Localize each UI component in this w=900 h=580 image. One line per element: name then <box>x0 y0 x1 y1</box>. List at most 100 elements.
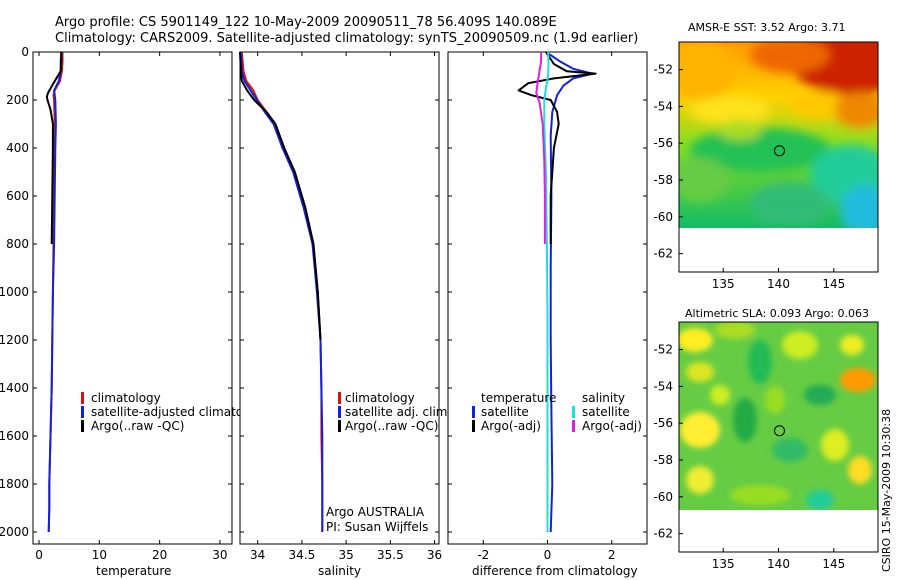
map-y-tick-label: -54 <box>653 379 673 393</box>
difference-legend: temperature satellite Argo(-adj) salinit… <box>472 391 642 433</box>
sla-float-marker <box>773 425 785 437</box>
header-line1: Argo profile: CS 5901149_122 10-May-2009… <box>55 15 557 30</box>
y-tick-label: 2000 <box>0 525 29 539</box>
salinity-xlabel: salinity <box>318 564 361 578</box>
sst-map-ticks: 135 140 145 -52 -54 -56 -58 -60 -62 <box>653 63 845 291</box>
legend-label-climatology: climatology <box>345 391 415 405</box>
pi-label: PI: Susan Wijffels <box>326 520 428 534</box>
map-y-tick-label: -60 <box>653 210 673 224</box>
map-x-tick-label: 145 <box>822 277 845 291</box>
legend-swatch-temp-argo <box>472 420 475 432</box>
salinity-legend: climatology satellite adj. clim. Argo(..… <box>338 391 451 433</box>
x-tick-label: 20 <box>152 548 167 562</box>
float-owner-label: Argo AUSTRALIA <box>326 505 425 519</box>
temperature-y-ticks: 0 200 400 600 800 1000 1200 1400 1600 1800 2000 <box>0 45 232 539</box>
salinity-panel: 34 34.5 35 35.5 36 salinity climatology sate… <box>239 51 451 578</box>
map-y-tick-label: -52 <box>653 343 673 357</box>
series-line-satellite-adj-clim- <box>239 51 324 532</box>
legend-swatch-climatology <box>338 392 341 404</box>
series-line-satellite-adjusted-climatology <box>47 51 63 533</box>
x-tick-label: 35.5 <box>377 548 404 562</box>
legend-label-temp-satellite: satellite <box>481 405 529 419</box>
y-tick-label: 1200 <box>0 333 29 347</box>
legend-swatch-satellite-adjusted <box>81 406 84 418</box>
difference-panel: -2 0 2 difference from climatology tempera… <box>447 51 648 578</box>
legend-swatch-temp-satellite <box>472 406 475 418</box>
x-tick-label: 34.5 <box>289 548 316 562</box>
map-x-tick-label: 145 <box>822 557 845 571</box>
legend-label-sal-argo: Argo(-adj) <box>582 419 642 433</box>
legend-swatch-sal-argo <box>572 420 575 432</box>
difference-lines <box>517 51 597 533</box>
legend-label-satellite-adjusted: satellite-adjusted climatology <box>91 405 269 419</box>
x-tick-label: 35 <box>338 548 353 562</box>
salinity-x-ticks: 34 34.5 35 35.5 36 <box>240 51 442 562</box>
y-tick-label: 1400 <box>0 381 29 395</box>
y-tick-label: 600 <box>6 189 29 203</box>
sla-map-title: Altimetric SLA: 0.093 Argo: 0.063 <box>685 307 869 320</box>
header-line2: Climatology: CARS2009. Satellite-adjuste… <box>55 31 638 46</box>
map-x-tick-label: 140 <box>767 557 790 571</box>
map-y-tick-label: -56 <box>653 136 673 150</box>
y-tick-label: 400 <box>6 141 29 155</box>
sst-map-panel: AMSR-E SST: 3.52 Argo: 3.71 135 140 145 -52… <box>653 21 879 291</box>
map-y-tick-label: -56 <box>653 416 673 430</box>
timestamp-label: CSIRO 15-May-2009 10:30:38 <box>880 409 893 572</box>
map-y-tick-label: -62 <box>653 527 673 541</box>
map-x-tick-label: 135 <box>712 557 735 571</box>
legend-label-temp-argo: Argo(-adj) <box>481 419 541 433</box>
temperature-axes <box>32 51 233 545</box>
x-tick-label: 30 <box>212 548 227 562</box>
y-tick-label: 0 <box>21 45 29 59</box>
x-tick-label: 0 <box>544 548 552 562</box>
map-x-tick-label: 135 <box>712 277 735 291</box>
y-tick-label: 800 <box>6 237 29 251</box>
temperature-lines <box>45 51 64 533</box>
legend-label-sal-satellite: satellite <box>582 405 630 419</box>
temperature-x-ticks: 0 10 20 30 <box>35 52 228 562</box>
map-y-tick-label: -62 <box>653 247 673 261</box>
legend-title-temperature: temperature <box>481 391 556 405</box>
map-y-tick-label: -58 <box>653 453 673 467</box>
map-x-tick-label: 140 <box>767 277 790 291</box>
map-y-tick-label: -58 <box>653 173 673 187</box>
legend-label-climatology: climatology <box>91 391 161 405</box>
legend-swatch-argo <box>338 420 341 432</box>
x-tick-label: 36 <box>427 548 442 562</box>
y-tick-label: 200 <box>6 93 29 107</box>
temperature-xlabel: temperature <box>96 564 171 578</box>
series-line-salinity-argo-adj- <box>535 52 546 244</box>
y-tick-label: 1600 <box>0 429 29 443</box>
y-tick-label: 1800 <box>0 477 29 491</box>
salinity-lines <box>239 51 324 532</box>
legend-label-argo: Argo(..raw -QC) <box>91 419 184 433</box>
sst-float-marker <box>773 145 785 157</box>
difference-xlabel: difference from climatology <box>472 564 638 578</box>
legend-label-argo: Argo(..raw -QC) <box>345 419 438 433</box>
series-line-temperature-argo-adj- <box>517 51 597 244</box>
legend-swatch-satellite <box>338 406 341 418</box>
x-tick-label: 0 <box>35 548 43 562</box>
legend-swatch-climatology <box>81 392 84 404</box>
sla-heatmap <box>679 322 878 510</box>
sla-map-panel: Altimetric SLA: 0.093 Argo: 0.063 <box>653 307 879 571</box>
map-y-tick-label: -60 <box>653 490 673 504</box>
temperature-panel: 0 200 400 600 800 1000 1200 1400 1600 1800 2000 0 1… <box>0 45 269 578</box>
sst-heatmap <box>679 42 878 228</box>
temperature-legend: climatology satellite-adjusted climatolo… <box>81 391 269 433</box>
legend-title-salinity: salinity <box>582 391 625 405</box>
legend-swatch-sal-satellite <box>572 406 575 418</box>
map-y-tick-label: -52 <box>653 63 673 77</box>
series-line-argo-raw-qc- <box>45 52 63 245</box>
y-tick-label: 1000 <box>0 285 29 299</box>
series-line-argo-raw-qc- <box>239 51 322 341</box>
series-line-temperature-satellite <box>545 51 594 533</box>
sst-map-title: AMSR-E SST: 3.52 Argo: 3.71 <box>688 21 846 34</box>
legend-label-satellite: satellite adj. clim. <box>345 405 451 419</box>
legend-swatch-argo <box>81 420 84 432</box>
x-tick-label: 34 <box>250 548 265 562</box>
series-line-salinity-satellite <box>543 51 550 532</box>
sla-map-ticks: 135 140 145 -52 -54 -56 -58 -60 -62 <box>653 343 845 571</box>
salinity-axes <box>239 51 440 545</box>
